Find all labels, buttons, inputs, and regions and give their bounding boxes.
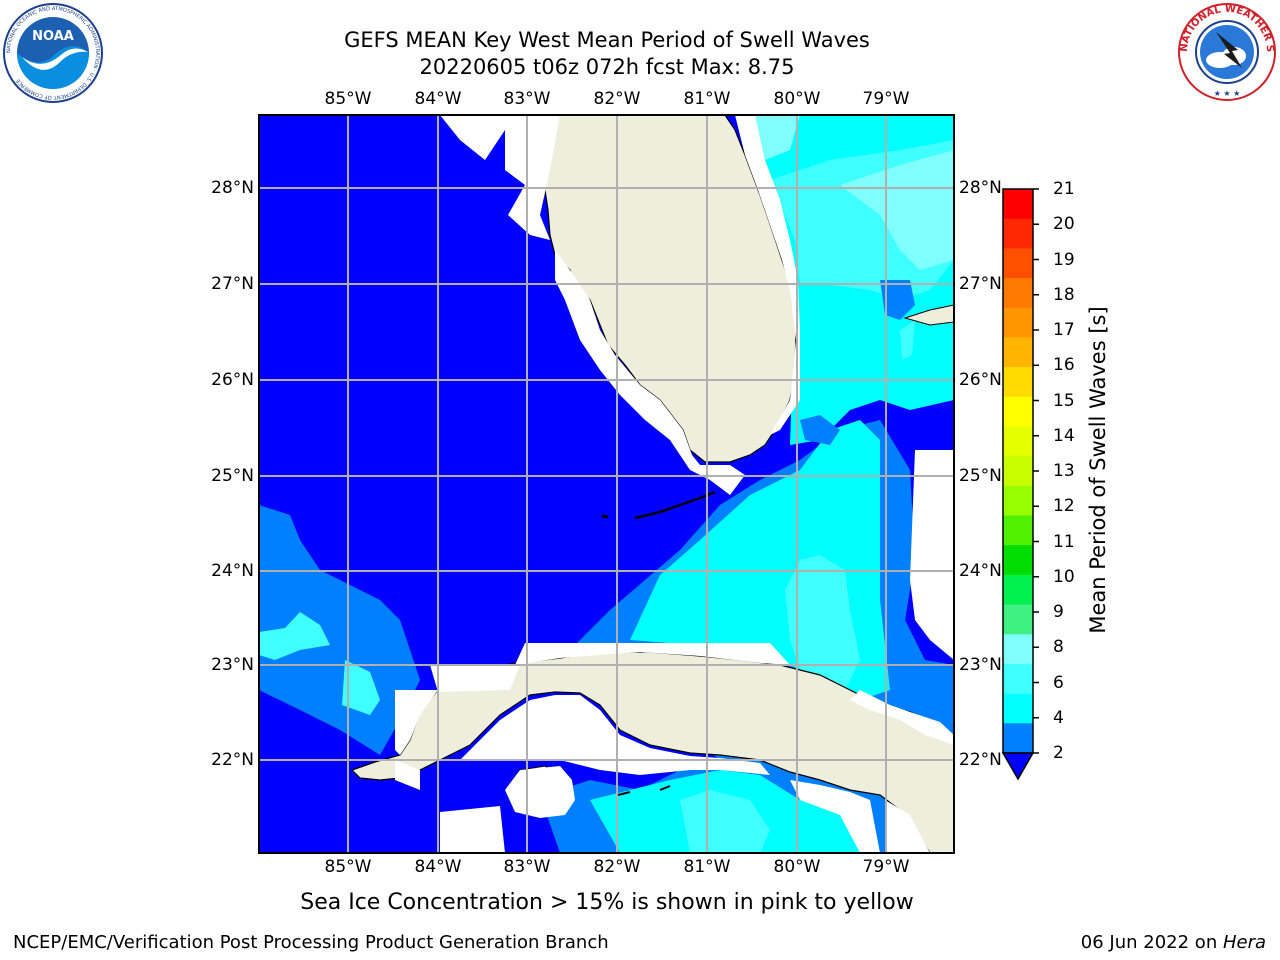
colorbar-tick-label: 12 [1053, 496, 1075, 517]
lon-label-bottom: 79°W [862, 857, 910, 877]
colorbar-tick-label: 11 [1053, 531, 1075, 552]
swell-region-atlantic-pale [840, 150, 954, 270]
footer-machine: Hera [1222, 932, 1266, 953]
lat-label-right: 25°N [959, 466, 1002, 486]
swell-region-straits-light [785, 555, 860, 690]
colorbar-swatch [1003, 396, 1033, 427]
colorbar-swatch [1003, 515, 1033, 546]
swell-region-south-light [680, 790, 770, 853]
colorbar-swatch [1003, 189, 1033, 220]
colorbar-tick-label: 21 [1053, 179, 1075, 199]
lat-label-right: 28°N [959, 178, 1002, 198]
lat-label-right: 26°N [959, 370, 1002, 390]
colorbar-swatch [1003, 574, 1033, 606]
colorbar-swatch [1003, 693, 1033, 724]
lat-label-left: 25°N [211, 466, 254, 486]
colorbar-swatch [1003, 278, 1033, 309]
swell-region-bahamas-blue [880, 280, 915, 320]
footer-branch: NCEP/EMC/Verification Post Processing Pr… [13, 932, 609, 953]
colorbar-under-arrow [1001, 752, 1035, 781]
colorbar-tick-label: 2 [1053, 743, 1064, 763]
land-bahamas [903, 304, 954, 326]
swell-region-bahamas-light [900, 320, 915, 360]
colorbar-tick-label: 9 [1053, 602, 1064, 622]
colorbar-tick-label: 17 [1053, 320, 1075, 340]
lat-label-left: 24°N [211, 561, 254, 581]
lon-label-bottom: 84°W [414, 857, 462, 877]
colorbar-tick-label: 10 [1053, 566, 1075, 587]
colorbar-swatch [1003, 248, 1033, 279]
map-frame [258, 114, 955, 854]
colorbar-tick-label: 15 [1053, 390, 1075, 411]
swell-region-west [259, 505, 420, 755]
colorbar-swatch [1003, 367, 1033, 398]
lon-label-top: 85°W [324, 89, 372, 109]
lon-label-bottom: 82°W [593, 857, 641, 877]
lat-label-right: 22°N [959, 750, 1002, 770]
lat-label-right: 23°N [959, 655, 1002, 675]
svg-text:★ ★ ★: ★ ★ ★ [1214, 89, 1241, 98]
lon-label-top: 80°W [773, 89, 821, 109]
swell-region-bahamas-mid [800, 415, 840, 445]
colorbar-swatch [1003, 634, 1033, 665]
chart-subtitle: 20220605 t06z 072h fcst Max: 8.75 [419, 55, 795, 79]
colorbar-tick-label: 18 [1053, 284, 1075, 305]
colorbar-swatch [1003, 604, 1033, 635]
svg-text:NOAA: NOAA [32, 29, 74, 44]
colorbar-tick-label: 13 [1053, 461, 1075, 481]
colorbar-tick-label: 20 [1053, 214, 1075, 235]
colorbar-tick-label: 6 [1053, 672, 1064, 693]
lon-label-top: 82°W [593, 89, 641, 109]
lon-label-top: 83°W [503, 89, 551, 109]
nws-logo: NATIONAL WEATHER SERVICE ★ ★ ★ [1176, 2, 1276, 101]
footer-date-text: 06 Jun 2022 on [1080, 932, 1223, 953]
lon-label-bottom: 83°W [503, 857, 551, 877]
swell-region-atlantic-pale2 [755, 115, 800, 160]
colorbar-swatch [1003, 663, 1033, 695]
colorbar-tick-label: 8 [1053, 637, 1064, 658]
colorbar-tick-label: 14 [1053, 425, 1075, 446]
colorbar [1001, 188, 1039, 781]
colorbar-swatch [1003, 485, 1033, 517]
colorbar-swatch [1003, 426, 1033, 457]
noaa-logo: NOAA NATIONAL OCEANIC AND ATMOSPHERIC AD… [3, 3, 103, 103]
colorbar-tick-label: 4 [1053, 707, 1064, 728]
nodata-areas [395, 115, 954, 853]
lon-label-top: 84°W [414, 89, 462, 109]
lat-label-left: 23°N [211, 655, 254, 675]
lat-label-left: 22°N [211, 750, 254, 770]
colorbar-swatch [1003, 545, 1033, 576]
colorbar-swatch [1003, 723, 1033, 754]
lat-label-right: 24°N [959, 561, 1002, 581]
colorbar-tick-label: 16 [1053, 355, 1075, 376]
colorbar-swatch [1003, 218, 1033, 249]
sea-ice-caption: Sea Ice Concentration > 15% is shown in … [300, 890, 914, 915]
colorbar-swatch [1003, 337, 1033, 368]
lon-label-bottom: 80°W [773, 857, 821, 877]
lon-label-top: 79°W [862, 89, 910, 109]
florida-keys [634, 490, 716, 520]
graticule [259, 115, 954, 853]
lat-label-right: 27°N [959, 274, 1002, 294]
colorbar-swatch [1003, 456, 1033, 487]
colorbar-label: Mean Period of Swell Waves [s] [1086, 306, 1110, 634]
swell-region-west-inner [259, 612, 330, 660]
chart-title: GEFS MEAN Key West Mean Period of Swell … [344, 28, 870, 52]
lon-label-top: 81°W [683, 89, 731, 109]
lat-label-left: 28°N [211, 178, 254, 198]
swell-region-west-inner2 [342, 660, 380, 715]
lon-label-bottom: 81°W [683, 857, 731, 877]
footer-date: 06 Jun 2022 on Hera [1081, 932, 1266, 953]
lat-label-left: 26°N [211, 370, 254, 390]
colorbar-tick-label: 19 [1053, 249, 1075, 270]
colorbar-swatch [1003, 307, 1033, 338]
lon-label-bottom: 85°W [324, 857, 372, 877]
lat-label-left: 27°N [211, 274, 254, 294]
